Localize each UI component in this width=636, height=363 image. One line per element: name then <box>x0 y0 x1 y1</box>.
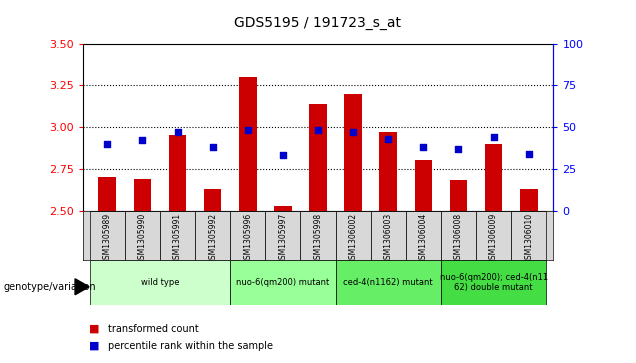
Point <box>278 152 288 158</box>
Text: GSM1306004: GSM1306004 <box>419 213 428 264</box>
Polygon shape <box>75 279 89 295</box>
Bar <box>344 94 362 211</box>
Text: percentile rank within the sample: percentile rank within the sample <box>108 340 273 351</box>
Text: GSM1305996: GSM1305996 <box>243 213 252 264</box>
Bar <box>441 260 546 305</box>
Text: ced-4(n1162) mutant: ced-4(n1162) mutant <box>343 278 433 287</box>
Bar <box>336 260 441 305</box>
Bar <box>336 211 371 260</box>
Bar <box>239 77 256 211</box>
Point <box>348 129 358 135</box>
Bar <box>195 211 230 260</box>
Text: GSM1306009: GSM1306009 <box>489 213 498 264</box>
Bar <box>371 211 406 260</box>
Bar <box>485 144 502 211</box>
Text: transformed count: transformed count <box>108 323 199 334</box>
Bar <box>441 211 476 260</box>
Text: GSM1306003: GSM1306003 <box>384 213 393 264</box>
Bar <box>274 205 292 211</box>
Text: ■: ■ <box>89 340 100 351</box>
Bar <box>204 189 221 211</box>
Point <box>418 144 429 150</box>
Point <box>313 127 323 133</box>
Bar <box>520 189 537 211</box>
Text: genotype/variation: genotype/variation <box>3 282 96 292</box>
Bar <box>406 211 441 260</box>
Bar <box>265 211 300 260</box>
Text: GSM1305992: GSM1305992 <box>208 213 217 264</box>
Point <box>243 127 253 133</box>
Text: GSM1306002: GSM1306002 <box>349 213 357 264</box>
Text: GSM1305997: GSM1305997 <box>279 213 287 264</box>
Bar <box>90 260 230 305</box>
Text: nuo-6(qm200); ced-4(n11
62) double mutant: nuo-6(qm200); ced-4(n11 62) double mutan… <box>439 273 548 292</box>
Text: GSM1305998: GSM1305998 <box>314 213 322 264</box>
Bar <box>415 160 432 211</box>
Bar <box>476 211 511 260</box>
Bar <box>230 211 265 260</box>
Bar <box>450 180 467 211</box>
Bar <box>169 135 186 211</box>
Point <box>137 138 148 143</box>
Bar <box>90 211 125 260</box>
Text: GDS5195 / 191723_s_at: GDS5195 / 191723_s_at <box>235 16 401 30</box>
Bar <box>230 260 336 305</box>
Text: wild type: wild type <box>141 278 179 287</box>
Bar <box>125 211 160 260</box>
Text: nuo-6(qm200) mutant: nuo-6(qm200) mutant <box>236 278 329 287</box>
Bar <box>160 211 195 260</box>
Bar <box>99 177 116 211</box>
Point <box>488 134 499 140</box>
Text: GSM1305989: GSM1305989 <box>103 213 112 264</box>
Point <box>207 144 218 150</box>
Text: GSM1305990: GSM1305990 <box>138 213 147 264</box>
Text: GSM1306010: GSM1306010 <box>524 213 533 264</box>
Point <box>383 136 393 142</box>
Point <box>102 141 113 147</box>
Bar <box>511 211 546 260</box>
Bar <box>300 211 336 260</box>
Bar <box>380 132 397 211</box>
Point <box>453 146 464 152</box>
Text: ■: ■ <box>89 323 100 334</box>
Bar <box>309 104 327 211</box>
Bar <box>134 179 151 211</box>
Point <box>172 129 183 135</box>
Point <box>523 151 534 157</box>
Text: GSM1305991: GSM1305991 <box>173 213 182 264</box>
Text: GSM1306008: GSM1306008 <box>454 213 463 264</box>
